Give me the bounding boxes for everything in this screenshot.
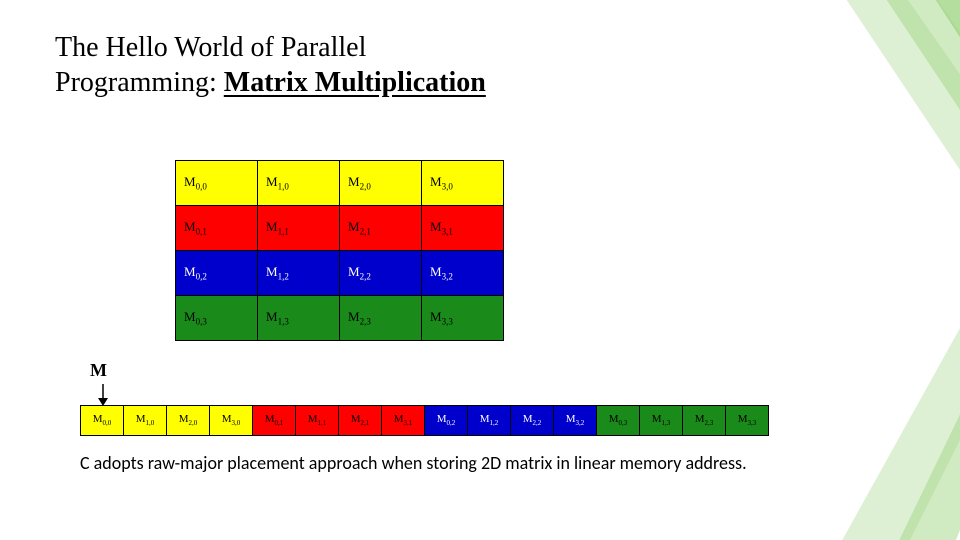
linear-cell: M2,1 xyxy=(339,406,382,436)
linear-cell: M2,0 xyxy=(167,406,210,436)
matrix-cell: M1,1 xyxy=(258,206,340,251)
matrix-cell: M2,3 xyxy=(340,296,422,341)
caption-text: C adopts raw-major placement approach wh… xyxy=(80,452,880,475)
linear-cell: M0,1 xyxy=(253,406,296,436)
down-arrow-icon xyxy=(96,384,110,406)
linear-cell: M0,3 xyxy=(597,406,640,436)
linear-cell: M3,2 xyxy=(554,406,597,436)
matrix-cell: M1,2 xyxy=(258,251,340,296)
title-line1: The Hello World of Parallel xyxy=(55,32,366,63)
matrix-cell: M3,3 xyxy=(422,296,504,341)
slide-title: The Hello World of Parallel Programming:… xyxy=(55,30,486,100)
matrix-cell: M1,0 xyxy=(258,161,340,206)
title-line2a: Programming: xyxy=(55,67,224,98)
matrix-cell: M0,2 xyxy=(176,251,258,296)
linear-cell: M3,3 xyxy=(726,406,769,436)
matrix-cell: M0,0 xyxy=(176,161,258,206)
linear-cell: M0,0 xyxy=(81,406,124,436)
linear-cell: M1,3 xyxy=(640,406,683,436)
matrix-cell: M3,0 xyxy=(422,161,504,206)
linear-cell: M2,2 xyxy=(511,406,554,436)
linear-cell: M1,0 xyxy=(124,406,167,436)
matrix-cell: M2,1 xyxy=(340,206,422,251)
linear-cell: M3,1 xyxy=(382,406,425,436)
matrix-grid: M0,0M1,0M2,0M3,0 M0,1M1,1M2,1M3,1 M0,2M1,2… xyxy=(175,160,504,341)
matrix-cell: M3,1 xyxy=(422,206,504,251)
matrix-cell: M0,3 xyxy=(176,296,258,341)
matrix-cell: M3,2 xyxy=(422,251,504,296)
matrix-cell: M2,2 xyxy=(340,251,422,296)
linear-memory-row: M0,0M1,0M2,0M3,0M0,1M1,1M2,1M3,1M0,2M1,2… xyxy=(80,405,769,436)
linear-cell: M1,1 xyxy=(296,406,339,436)
matrix-cell: M1,3 xyxy=(258,296,340,341)
linear-cell: M2,3 xyxy=(683,406,726,436)
linear-cell: M1,2 xyxy=(468,406,511,436)
linear-cell: M3,0 xyxy=(210,406,253,436)
title-line2b: Matrix Multiplication xyxy=(224,67,486,98)
matrix-cell: M0,1 xyxy=(176,206,258,251)
matrix-cell: M2,0 xyxy=(340,161,422,206)
matrix-label: M xyxy=(90,360,107,381)
linear-cell: M0,2 xyxy=(425,406,468,436)
